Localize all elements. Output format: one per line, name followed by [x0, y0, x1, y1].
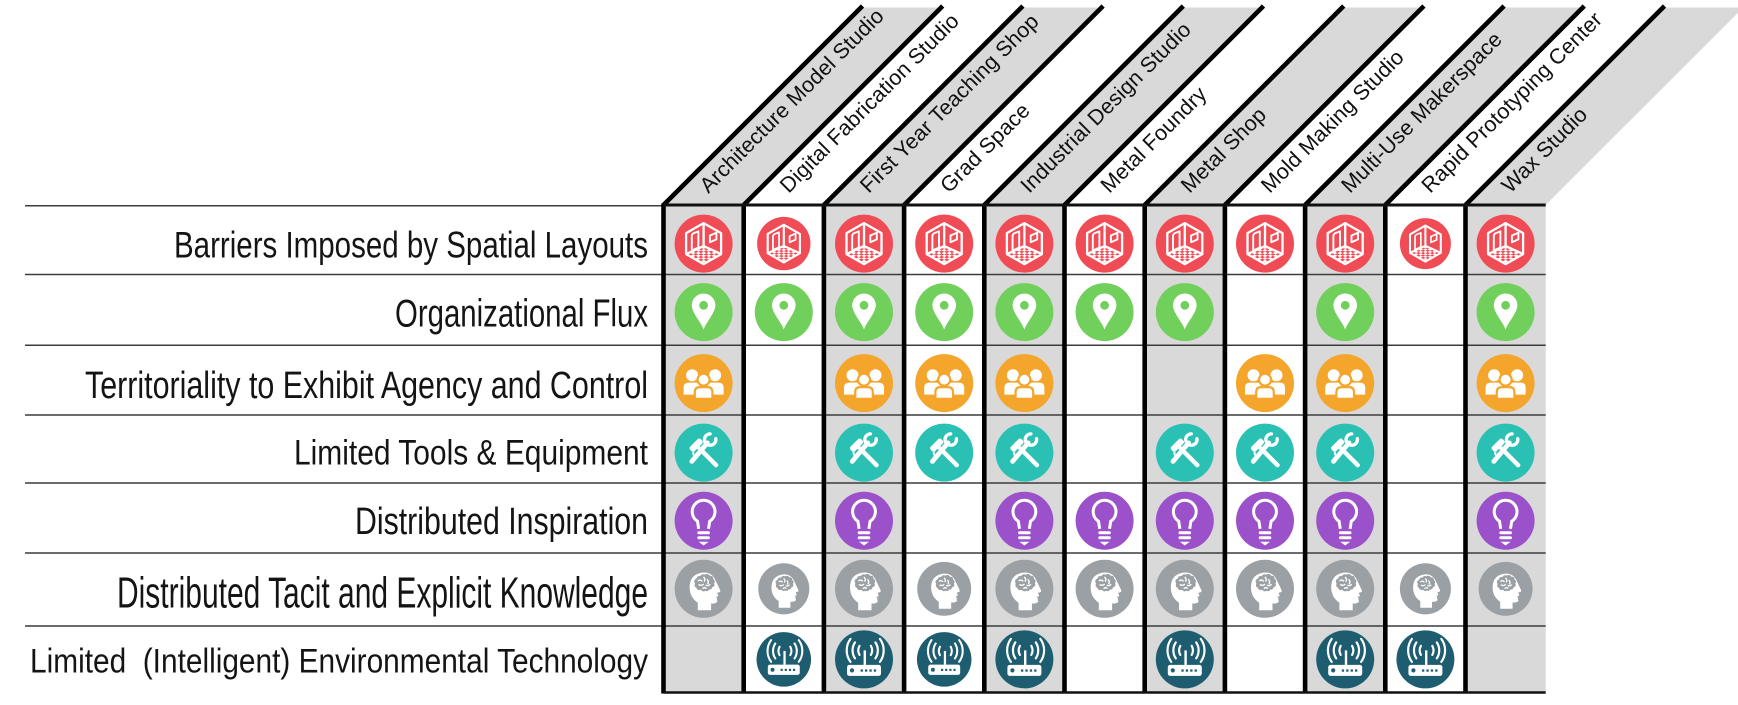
svg-text:Barriers Imposed by Spatial La: Barriers Imposed by Spatial Layouts: [174, 225, 648, 266]
svg-text:Distributed Inspiration: Distributed Inspiration: [355, 501, 648, 543]
svg-text:Organizational Flux: Organizational Flux: [395, 293, 648, 336]
svg-text:Distributed Tacit and Explicit: Distributed Tacit and Explicit Knowledge: [117, 569, 648, 618]
svg-text:Limited (Intelligent) Environ: Limited (Intelligent) Environmental Tech…: [30, 642, 649, 680]
svg-text:Limited Tools & Equipment: Limited Tools & Equipment: [294, 433, 648, 473]
svg-text:Territoriality to Exhibit Agen: Territoriality to Exhibit Agency and Con…: [85, 364, 648, 407]
